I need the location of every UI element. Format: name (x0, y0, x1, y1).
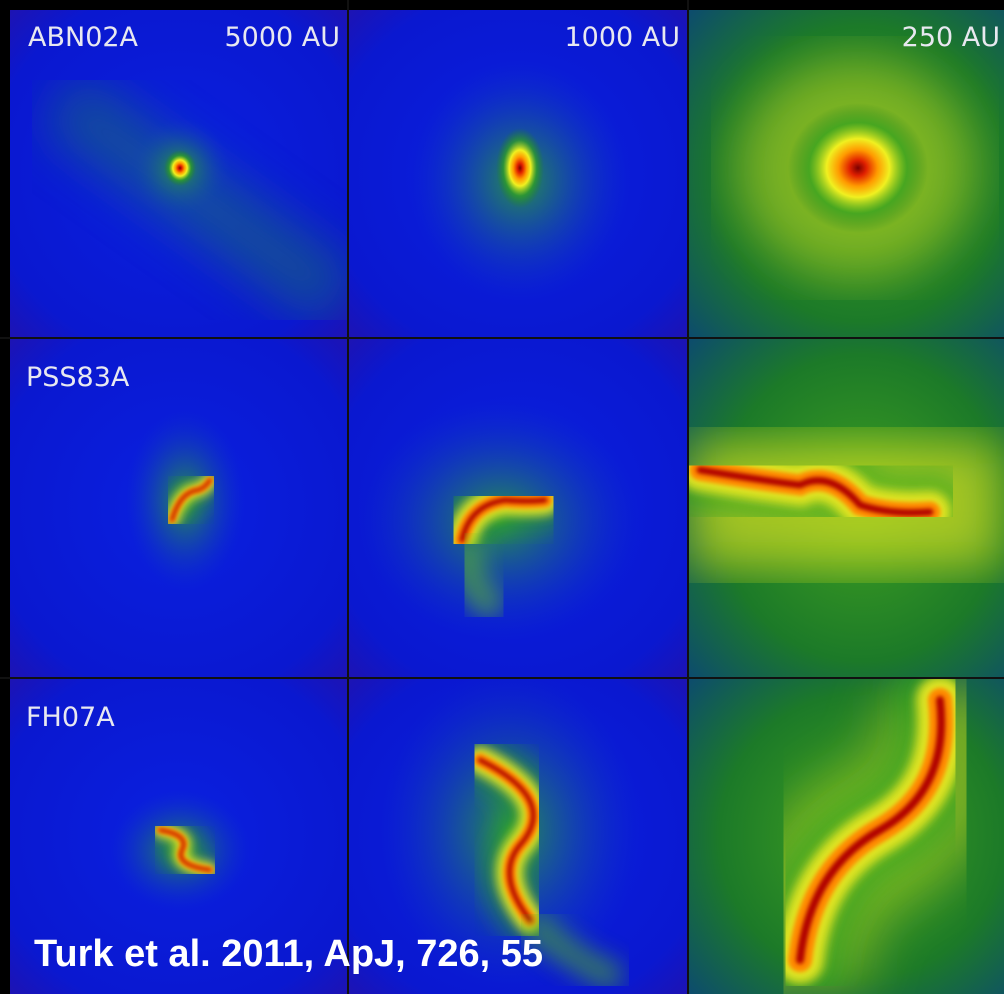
panel (348, 338, 688, 678)
row-label: PSS83A (26, 362, 130, 393)
density-core (164, 150, 196, 186)
density-core (788, 103, 928, 233)
density-core (496, 128, 544, 208)
column-scale: 1000 AU (564, 22, 680, 53)
panel (688, 10, 1004, 338)
column-scale: 5000 AU (224, 22, 340, 53)
column-scale: 250 AU (902, 22, 1000, 53)
panel (688, 678, 1004, 994)
figure: ABN02A 5000 AU 1000 AU 250 AU PSS83A FH0… (0, 0, 1004, 994)
row-label: FH07A (26, 702, 115, 733)
panel (348, 10, 688, 338)
panels (0, 0, 1004, 994)
panel (10, 10, 348, 338)
citation: Turk et al. 2011, ApJ, 726, 55 (34, 933, 543, 975)
panel (688, 338, 1004, 678)
row-label: ABN02A (28, 22, 139, 53)
